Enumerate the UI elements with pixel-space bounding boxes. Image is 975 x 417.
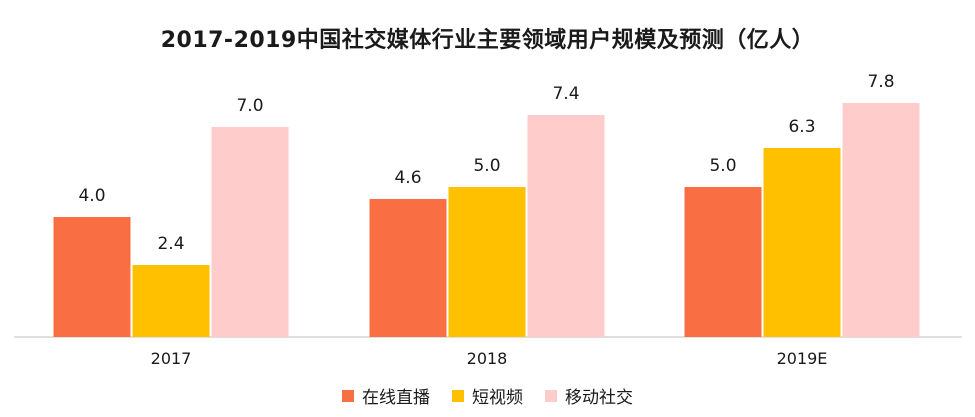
legend-swatch-live	[342, 389, 354, 402]
legend-label-live: 在线直播	[362, 388, 430, 408]
x-tick-label-2018: 2018	[467, 349, 508, 368]
bar-2018-2	[448, 187, 526, 337]
data-label-2017-2: 2.4	[157, 234, 184, 254]
chart-title: 2017-2019中国社交媒体行业主要领域用户规模及预测（亿人）	[160, 28, 815, 53]
data-label-2019E-3: 7.8	[867, 72, 894, 92]
data-label-2018-3: 7.4	[552, 84, 579, 104]
legend-item-mobile-social: 移动社交	[545, 383, 633, 408]
bar-2019E-1	[684, 187, 762, 337]
legend-item-live: 在线直播	[342, 383, 430, 408]
data-label-2018-2: 5.0	[473, 156, 500, 176]
x-tick-label-2017: 2017	[151, 349, 192, 368]
legend-label-mobile-social: 移动社交	[565, 388, 633, 408]
legend: 在线直播 短视频 移动社交	[0, 383, 975, 408]
data-label-2019E-2: 6.3	[788, 117, 815, 137]
bar-2018-1	[369, 199, 447, 337]
bar-2017-2	[132, 265, 210, 337]
legend-swatch-mobile-social	[545, 389, 557, 402]
data-label-2019E-1: 5.0	[709, 156, 736, 176]
bar-2017-1	[53, 217, 131, 337]
legend-swatch-short-video	[452, 389, 464, 402]
data-label-2017-3: 7.0	[236, 96, 263, 116]
x-tick-label-2019E: 2019E	[777, 349, 828, 368]
data-label-2017-1: 4.0	[78, 186, 105, 206]
bar-2017-3	[211, 127, 289, 337]
bar-2018-3	[527, 115, 605, 337]
bar-2019E-2	[763, 148, 841, 337]
legend-label-short-video: 短视频	[472, 388, 523, 408]
data-label-2018-1: 4.6	[394, 168, 421, 188]
legend-item-short-video: 短视频	[452, 383, 523, 408]
bar-2019E-3	[842, 103, 920, 337]
